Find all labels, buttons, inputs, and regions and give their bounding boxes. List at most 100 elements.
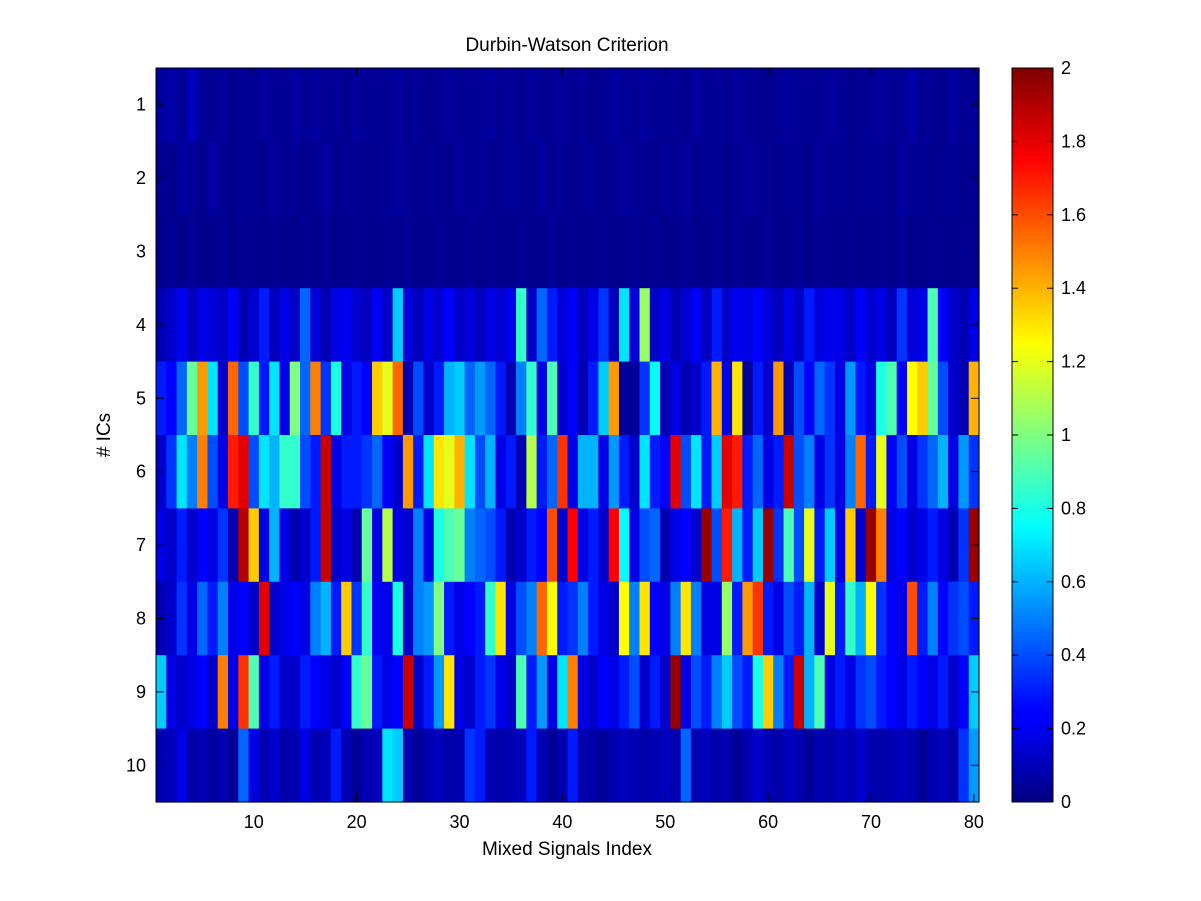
x-tick-label: 50 (655, 812, 675, 832)
heatmap-cell (639, 288, 651, 363)
heatmap-cell (485, 655, 497, 730)
heatmap-cell (906, 508, 918, 583)
heatmap-cell (752, 655, 764, 730)
heatmap-cell (474, 214, 486, 289)
heatmap-cell (351, 435, 363, 509)
heatmap-cell (330, 508, 342, 583)
heatmap-cell (546, 581, 558, 656)
heatmap-cell (433, 655, 445, 730)
heatmap-cell (690, 214, 702, 289)
heatmap-cell (762, 214, 774, 289)
heatmap-cell (773, 508, 785, 583)
heatmap-cell (660, 728, 671, 803)
heatmap-cell (351, 141, 363, 216)
heatmap-cell (526, 581, 538, 656)
colorbar-tick-label: 1.8 (1061, 131, 1086, 151)
heatmap-cell (958, 141, 970, 216)
heatmap-cell (197, 435, 209, 509)
heatmap-cell (814, 728, 826, 803)
heatmap-cell (361, 141, 373, 216)
heatmap-cell (876, 655, 888, 730)
heatmap-cell (608, 728, 620, 803)
heatmap-cell (690, 68, 702, 142)
heatmap-cell (546, 68, 558, 142)
heatmap-cell (258, 68, 270, 142)
heatmap-cell (248, 728, 260, 803)
heatmap-cell (454, 581, 466, 656)
heatmap-cell (639, 68, 651, 142)
heatmap-cell (660, 361, 671, 436)
heatmap-cell (793, 288, 805, 363)
heatmap-cell (341, 141, 353, 216)
heatmap-cell (413, 141, 425, 216)
heatmap-cell (557, 728, 569, 803)
heatmap-cell (721, 655, 733, 730)
heatmap-cell (577, 728, 589, 803)
heatmap-cell (567, 68, 579, 142)
heatmap-cell (279, 214, 291, 289)
heatmap-cell (773, 581, 785, 656)
heatmap-cell (937, 435, 949, 509)
heatmap-cell (238, 141, 250, 216)
heatmap-cell (598, 361, 610, 436)
heatmap-cell (896, 435, 908, 509)
heatmap-cell (732, 141, 743, 216)
heatmap-cell (567, 435, 579, 509)
heatmap-cell (577, 655, 589, 730)
heatmap-cell (341, 288, 353, 363)
heatmap-cell (598, 214, 610, 289)
colorbar (1011, 67, 1054, 803)
heatmap-cell (732, 581, 743, 656)
heatmap-cell (217, 361, 229, 436)
heatmap-cell (927, 288, 939, 363)
heatmap-cell (896, 728, 908, 803)
heatmap-cell (413, 655, 425, 730)
heatmap-cell (402, 68, 414, 142)
heatmap-cell (670, 288, 682, 363)
heatmap-cell (433, 141, 445, 216)
heatmap-cell (228, 581, 239, 656)
x-tick-label: 10 (244, 812, 264, 832)
heatmap-cell (536, 435, 548, 509)
heatmap-cell (834, 214, 846, 289)
heatmap-cell (886, 435, 898, 509)
y-tick-label: 8 (136, 609, 146, 629)
heatmap-cell (834, 288, 846, 363)
heatmap-cell (433, 728, 445, 803)
heatmap-cell (845, 141, 857, 216)
heatmap-cell (320, 288, 332, 363)
heatmap-cell (557, 435, 569, 509)
heatmap-cell (680, 361, 692, 436)
heatmap-cell (176, 141, 188, 216)
colorbar-tick-label: 0.6 (1061, 572, 1086, 592)
heatmap-cell (783, 141, 795, 216)
heatmap-cell (567, 508, 579, 583)
heatmap-cell (197, 655, 209, 730)
heatmap-cell (166, 68, 178, 142)
heatmap-cell (197, 361, 209, 436)
y-tick-label: 10 (126, 755, 146, 775)
heatmap-cell (567, 655, 579, 730)
heatmap-cell (845, 435, 857, 509)
heatmap-cell (207, 141, 219, 216)
heatmap-cell (948, 68, 960, 142)
heatmap-cell (834, 728, 846, 803)
heatmap-cell (505, 655, 517, 730)
heatmap-cell (495, 288, 507, 363)
heatmap-cell (485, 361, 497, 436)
heatmap-cell (186, 288, 198, 363)
heatmap-cell (721, 214, 733, 289)
x-tick-label: 30 (449, 812, 469, 832)
heatmap-cell (444, 508, 455, 583)
colorbar-tick-label: 0.8 (1061, 498, 1086, 518)
heatmap-cell (742, 141, 754, 216)
heatmap-cell (433, 214, 445, 289)
heatmap-cell (670, 361, 682, 436)
heatmap-cell (238, 655, 250, 730)
heatmap-cell (906, 361, 918, 436)
heatmap-cell (197, 728, 209, 803)
heatmap-cell (845, 361, 857, 436)
heatmap-cell (629, 655, 641, 730)
heatmap-cell (516, 68, 527, 142)
heatmap-cell (793, 214, 805, 289)
